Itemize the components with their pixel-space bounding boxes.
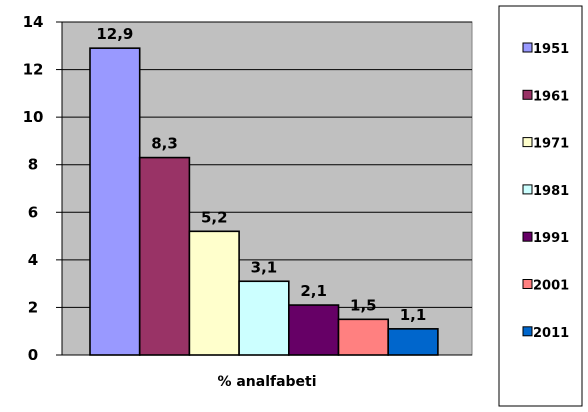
y-tick-label: 14 — [23, 13, 44, 31]
y-axis-ticks: 0 2 4 6 8 10 12 14 — [23, 13, 62, 364]
legend-label-1951: 1951 — [533, 42, 569, 57]
y-tick-label: 6 — [28, 203, 38, 221]
data-label-1971: 5,2 — [201, 208, 228, 226]
bar-2011 — [387, 328, 439, 356]
data-label-1991: 2,1 — [300, 282, 327, 300]
data-label-1981: 3,1 — [251, 258, 278, 276]
y-tick-label: 0 — [28, 346, 38, 364]
y-tick-label: 4 — [28, 251, 38, 269]
data-label-2011: 1,1 — [400, 306, 427, 324]
bar-1951 — [89, 47, 141, 356]
legend-label-1981: 1981 — [533, 184, 569, 199]
legend-label-1971: 1971 — [533, 137, 569, 152]
bars — [89, 47, 439, 356]
legend-swatch-1981 — [522, 184, 533, 195]
legend-label-1991: 1991 — [533, 231, 569, 246]
legend-label-1961: 1961 — [533, 89, 569, 104]
legend-label-2011: 2011 — [533, 326, 569, 341]
data-label-1951: 12,9 — [96, 25, 133, 43]
legend: 1951 1961 1971 1981 1991 2001 2011 — [522, 42, 569, 341]
bar-1981 — [238, 280, 290, 356]
legend-swatch-1961 — [522, 89, 533, 100]
data-labels: 12,9 8,3 5,2 3,1 2,1 1,5 1,1 — [96, 25, 426, 324]
legend-box — [498, 5, 583, 407]
legend-label-2001: 2001 — [533, 279, 569, 294]
bar-2001 — [337, 318, 390, 356]
legend-swatch-1971 — [522, 137, 533, 148]
data-label-1961: 8,3 — [151, 135, 178, 153]
legend-swatch-2011 — [522, 326, 533, 337]
y-tick-label: 10 — [23, 108, 44, 126]
bar-1971 — [188, 230, 240, 356]
bar-1991 — [287, 304, 340, 356]
y-tick-label: 12 — [23, 61, 44, 79]
bar-1961 — [138, 156, 191, 356]
y-tick-label: 2 — [28, 298, 38, 316]
data-label-2001: 1,5 — [350, 296, 377, 314]
legend-swatch-2001 — [522, 279, 533, 289]
legend-swatch-1991 — [522, 231, 533, 242]
legend-swatch-1951 — [522, 42, 533, 53]
x-axis-label: % analfabeti — [217, 374, 316, 390]
y-tick-label: 8 — [28, 156, 38, 174]
